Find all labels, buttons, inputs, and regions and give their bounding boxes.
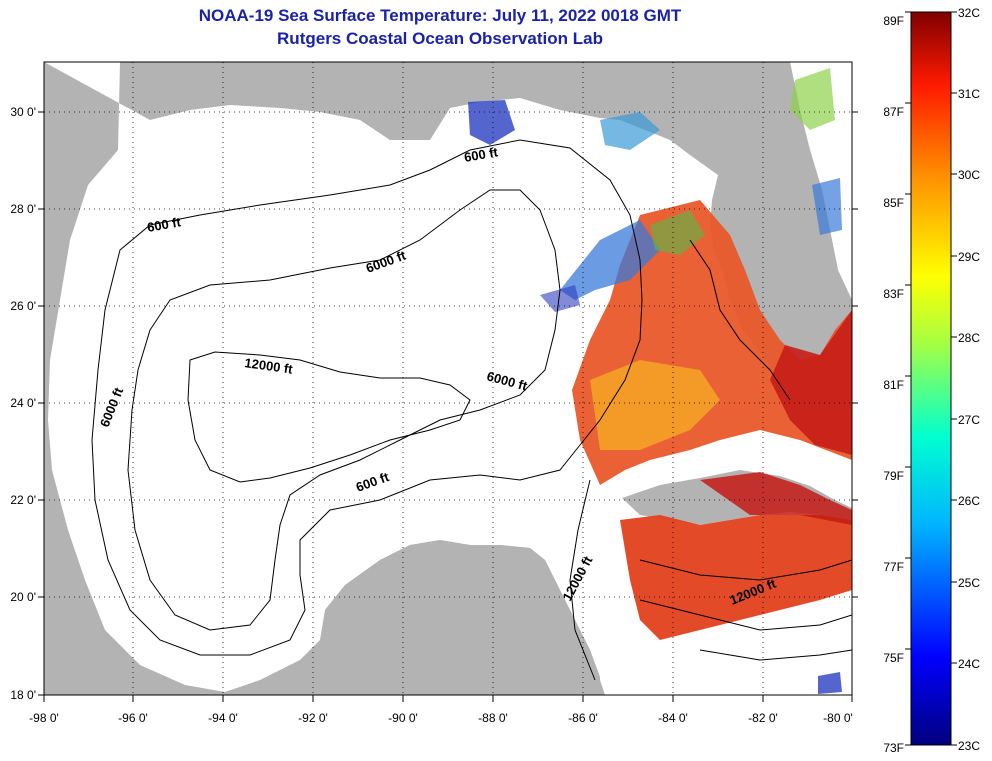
colorbar-c-label: 31C bbox=[958, 87, 980, 101]
colorbar-c-label: 25C bbox=[958, 576, 980, 590]
map-title: NOAA-19 Sea Surface Temperature: July 11… bbox=[198, 6, 682, 25]
lon-tick-label: -88 0' bbox=[478, 711, 508, 725]
border-ticks bbox=[38, 111, 858, 702]
lat-tick-label: 24 0' bbox=[10, 396, 36, 410]
map-subtitle: Rutgers Coastal Ocean Observation Lab bbox=[277, 29, 603, 48]
lon-tick-label: -92 0' bbox=[298, 711, 328, 725]
lon-tick-label: -86 0' bbox=[568, 711, 598, 725]
lat-tick-label: 18 0' bbox=[10, 688, 36, 702]
colorbar-c-label: 28C bbox=[958, 331, 980, 345]
colorbar-f-label: 75F bbox=[883, 651, 904, 665]
colorbar-c-label: 29C bbox=[958, 250, 980, 264]
lon-tick-label: -82 0' bbox=[748, 711, 778, 725]
colorbar-f-label: 81F bbox=[883, 378, 904, 392]
colorbar-f-label: 79F bbox=[883, 469, 904, 483]
colorbar-f-label: 73F bbox=[883, 741, 904, 755]
lat-tick-label: 22 0' bbox=[10, 493, 36, 507]
colorbar-c-label: 24C bbox=[958, 657, 980, 671]
contour-label-600ft: 600 ft bbox=[463, 144, 500, 165]
lat-tick-label: 30 0' bbox=[10, 105, 36, 119]
bathymetry-contours bbox=[91, 139, 852, 681]
contour-600ft bbox=[91, 139, 643, 656]
lon-tick-label: -96 0' bbox=[118, 711, 148, 725]
lon-tick-label: -94 0' bbox=[208, 711, 238, 725]
colorbar-f-label: 77F bbox=[883, 560, 904, 574]
contour-6000ft bbox=[127, 189, 561, 631]
colorbar-c-label: 30C bbox=[958, 168, 980, 182]
colorbar-f-label: 83F bbox=[883, 287, 904, 301]
lon-tick-label: -98 0' bbox=[29, 711, 59, 725]
lat-tick-label: 20 0' bbox=[10, 590, 36, 604]
colorbar-c-label: 23C bbox=[958, 739, 980, 753]
colorbar-ticks bbox=[905, 11, 957, 746]
yucatan-land bbox=[325, 540, 605, 695]
lon-tick-label: -80 0' bbox=[823, 711, 853, 725]
contour-label-600ft: 600 ft bbox=[146, 214, 183, 235]
colorbar-c-label: 26C bbox=[958, 494, 980, 508]
contour-12000ft bbox=[187, 351, 471, 483]
map-frame bbox=[43, 61, 853, 696]
graticule bbox=[44, 62, 852, 695]
colorbar-c-label: 27C bbox=[958, 413, 980, 427]
lat-tick-label: 26 0' bbox=[10, 299, 36, 313]
colorbar-c-label: 32C bbox=[958, 6, 980, 20]
colorbar-f-label: 89F bbox=[883, 14, 904, 28]
lon-tick-label: -90 0' bbox=[388, 711, 418, 725]
colorbar-f-label: 85F bbox=[883, 196, 904, 210]
lon-tick-label: -84 0' bbox=[658, 711, 688, 725]
colorbar-f-label: 87F bbox=[883, 105, 904, 119]
lat-tick-label: 28 0' bbox=[10, 202, 36, 216]
contour-label-12000ft: 12000 ft bbox=[244, 355, 295, 377]
colorbar bbox=[910, 11, 952, 746]
florida-land bbox=[718, 62, 840, 360]
